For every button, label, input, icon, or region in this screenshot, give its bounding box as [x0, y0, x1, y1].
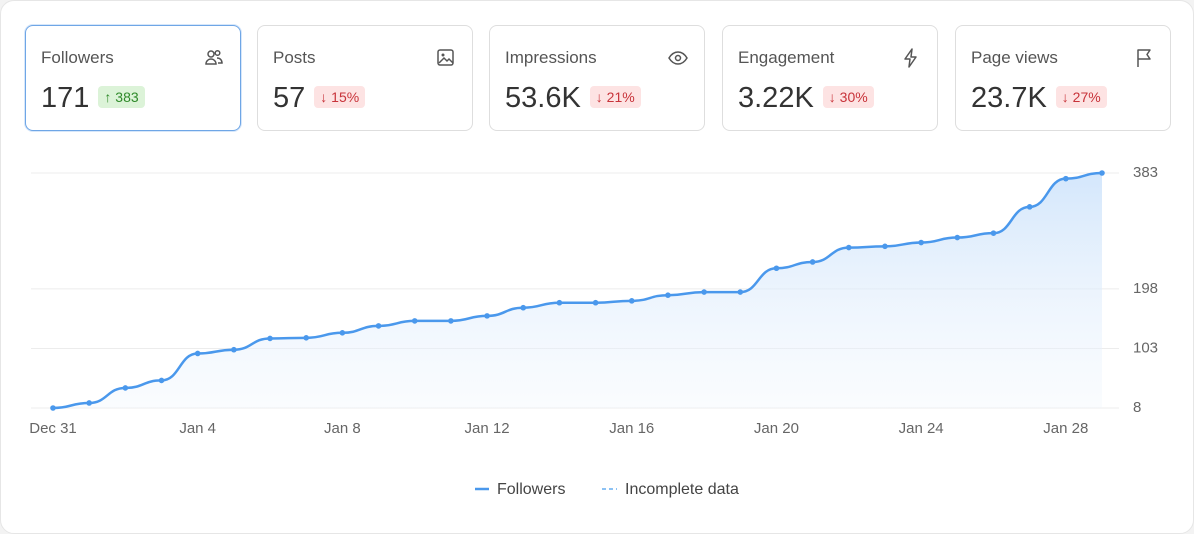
point	[86, 400, 92, 406]
x-tick-label: Dec 31	[29, 420, 77, 437]
point	[267, 335, 273, 342]
x-tick-label: Jan 28	[1043, 420, 1088, 437]
x-tick-label: Jan 16	[609, 420, 654, 437]
card-value: 53.6K	[505, 82, 581, 114]
point	[484, 313, 490, 319]
point	[1063, 175, 1069, 182]
point	[990, 230, 997, 236]
y-tick-label: 103	[1133, 339, 1158, 356]
legend-label[interactable]: Incomplete data	[625, 481, 739, 498]
card-delta: ↑ 383	[98, 86, 145, 108]
point	[194, 350, 201, 357]
metric-card[interactable]: Followers 171 ↑ 383	[25, 25, 241, 131]
card-delta: ↓ 15%	[314, 86, 366, 108]
point	[158, 377, 165, 384]
line	[52, 171, 1103, 410]
x-tick-label: Jan 12	[465, 420, 510, 437]
y-tick-label: 198	[1133, 280, 1158, 297]
point	[809, 259, 816, 265]
point	[448, 318, 454, 324]
area	[53, 173, 1102, 408]
card-icon	[205, 49, 223, 65]
point	[50, 405, 56, 411]
point	[1099, 170, 1105, 176]
y-tick-label: 383	[1133, 164, 1158, 181]
card-value: 57	[273, 82, 306, 114]
card-delta: ↓ 30%	[822, 86, 874, 108]
point	[592, 299, 599, 306]
point	[303, 335, 310, 341]
point	[1026, 204, 1033, 210]
x-tick-label: Jan 8	[324, 420, 361, 437]
card-label: Page views	[971, 48, 1058, 67]
point	[339, 330, 346, 336]
metric-card[interactable]: Impressions 53.6K ↓ 21%	[489, 25, 705, 131]
point	[845, 244, 852, 251]
point	[701, 289, 707, 295]
point	[122, 385, 129, 391]
point	[231, 346, 237, 353]
x-tick-label: Jan 24	[899, 420, 944, 437]
card-delta: ↓ 27%	[1055, 86, 1107, 108]
card-icon	[904, 48, 917, 68]
card-icon	[1137, 49, 1151, 67]
card-label: Engagement	[738, 48, 835, 67]
y-tick-label: 8	[1133, 399, 1141, 416]
point	[375, 323, 382, 329]
x-tick-label: Jan 4	[179, 420, 216, 437]
legend-label[interactable]: Followers	[497, 481, 565, 498]
point	[665, 292, 671, 299]
metric-card[interactable]: Engagement 3.22K ↓ 30%	[722, 25, 938, 131]
point	[520, 304, 527, 311]
metric-card[interactable]: Posts 57 ↓ 15%	[257, 25, 473, 131]
card-delta: ↓ 21%	[589, 86, 641, 108]
card-value: 3.22K	[738, 82, 814, 114]
card-label: Impressions	[505, 48, 597, 67]
point	[411, 318, 418, 324]
point	[882, 243, 888, 250]
point	[918, 239, 924, 246]
card-icon	[437, 49, 454, 66]
card-label: Posts	[273, 48, 316, 67]
x-tick-label: Jan 20	[754, 420, 799, 437]
point	[628, 298, 635, 304]
card-value: 171	[41, 82, 90, 114]
metric-card[interactable]: Page views 23.7K ↓ 27%	[955, 25, 1171, 131]
point	[954, 234, 961, 241]
point	[773, 265, 780, 272]
card-label: Followers	[41, 48, 114, 67]
point	[556, 299, 563, 306]
card-value: 23.7K	[971, 82, 1047, 114]
point	[737, 289, 744, 295]
card-icon	[668, 51, 688, 65]
